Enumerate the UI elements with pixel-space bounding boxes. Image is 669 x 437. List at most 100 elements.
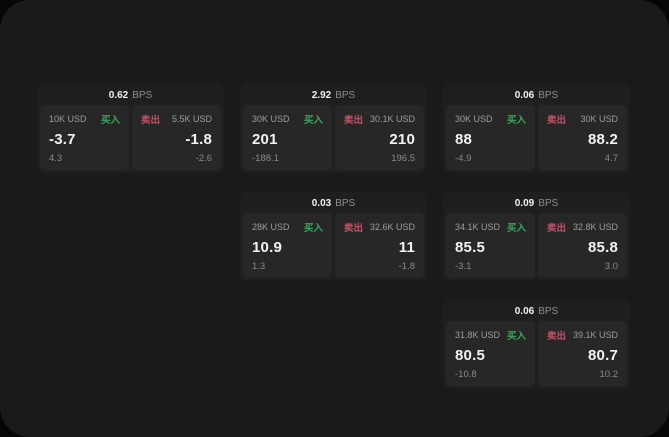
buy-sub-value: 1.3: [252, 261, 266, 272]
bps-value: 0.62: [108, 90, 129, 101]
sell-sub-value: 10.2: [599, 369, 619, 380]
quote-panels: 30K USD 买入 201 -188.1 卖出 30.1K USD 210 1…: [243, 105, 424, 170]
buy-amount: 28K USD: [252, 222, 290, 232]
sell-side-label: 卖出: [344, 115, 364, 126]
sell-price: 210: [389, 131, 415, 148]
sell-panel[interactable]: 卖出 30K USD 88.2 4.7: [538, 105, 627, 170]
sell-sub-value: 3.0: [604, 261, 618, 272]
buy-side-label: 买入: [506, 115, 526, 126]
buy-panel[interactable]: 30K USD 买入 201 -188.1: [243, 105, 332, 170]
sell-panel-header: 卖出 5.5K USD: [141, 112, 212, 126]
quote-panels: 31.8K USD 买入 80.5 -10.8 卖出 39.1K USD 80.…: [446, 321, 627, 386]
buy-panel[interactable]: 30K USD 买入 88 -4.9: [446, 105, 535, 170]
quote-card: 2.92 BPS 30K USD 买入 201 -188.1 卖出 30.1K …: [240, 84, 427, 173]
buy-panel[interactable]: 10K USD 买入 -3.7 4.3: [40, 105, 129, 170]
sell-side-label: 卖出: [547, 115, 567, 126]
sell-panel-header: 卖出 32.8K USD: [547, 220, 618, 234]
bps-value: 2.92: [311, 90, 332, 101]
buy-sub-value: -3.1: [455, 261, 472, 272]
buy-price: 85.5: [455, 239, 485, 256]
buy-price: 201: [252, 131, 278, 148]
buy-panel-header: 34.1K USD 买入: [455, 220, 526, 234]
quote-card: 0.09 BPS 34.1K USD 买入 85.5 -3.1 卖出 32.8K…: [443, 192, 630, 281]
buy-sub-value: -4.9: [455, 153, 472, 164]
bps-unit-label: BPS: [538, 306, 559, 317]
quote-panels: 28K USD 买入 10.9 1.3 卖出 32.6K USD 11 -1.8: [243, 213, 424, 278]
quote-panels: 34.1K USD 买入 85.5 -3.1 卖出 32.8K USD 85.8…: [446, 213, 627, 278]
buy-sub-value: -188.1: [252, 153, 279, 164]
buy-side-label: 买入: [506, 331, 526, 342]
sell-panel[interactable]: 卖出 32.6K USD 11 -1.8: [335, 213, 424, 278]
sell-price: 85.8: [588, 239, 618, 256]
buy-panel-header: 31.8K USD 买入: [455, 328, 526, 342]
sell-panel[interactable]: 卖出 5.5K USD -1.8 -2.6: [132, 105, 221, 170]
sell-amount: 5.5K USD: [171, 114, 212, 124]
bps-unit-label: BPS: [538, 90, 559, 101]
bps-unit-label: BPS: [335, 90, 356, 101]
sell-sub-value: 4.7: [604, 153, 618, 164]
sell-price: -1.8: [185, 131, 212, 148]
sell-amount: 32.8K USD: [572, 222, 618, 232]
buy-amount: 10K USD: [49, 114, 87, 124]
buy-sub-value: -10.8: [455, 369, 477, 380]
bps-unit-label: BPS: [538, 198, 559, 209]
buy-panel[interactable]: 31.8K USD 买入 80.5 -10.8: [446, 321, 535, 386]
sell-panel-header: 卖出 39.1K USD: [547, 328, 618, 342]
sell-sub-value: -2.6: [195, 153, 212, 164]
bps-header: 2.92 BPS: [243, 87, 424, 105]
bps-header: 0.03 BPS: [243, 195, 424, 213]
buy-side-label: 买入: [506, 223, 526, 234]
buy-price: 80.5: [455, 347, 485, 364]
bps-header: 0.09 BPS: [446, 195, 627, 213]
sell-amount: 39.1K USD: [572, 330, 618, 340]
buy-side-label: 买入: [100, 115, 120, 126]
quote-card: 0.06 BPS 31.8K USD 买入 80.5 -10.8 卖出 39.1…: [443, 300, 630, 389]
buy-panel[interactable]: 28K USD 买入 10.9 1.3: [243, 213, 332, 278]
buy-panel-header: 30K USD 买入: [252, 112, 323, 126]
bps-value: 0.06: [514, 90, 535, 101]
sell-amount: 30.1K USD: [369, 114, 415, 124]
buy-sub-value: 4.3: [49, 153, 63, 164]
sell-price: 11: [398, 239, 415, 256]
sell-side-label: 卖出: [141, 115, 161, 126]
bps-header: 0.62 BPS: [40, 87, 221, 105]
quote-panels: 30K USD 买入 88 -4.9 卖出 30K USD 88.2 4.7: [446, 105, 627, 170]
buy-panel-header: 30K USD 买入: [455, 112, 526, 126]
buy-panel-header: 10K USD 买入: [49, 112, 120, 126]
bps-unit-label: BPS: [335, 198, 356, 209]
buy-panel[interactable]: 34.1K USD 买入 85.5 -3.1: [446, 213, 535, 278]
buy-price: 88: [455, 131, 473, 148]
sell-side-label: 卖出: [547, 223, 567, 234]
sell-side-label: 卖出: [547, 331, 567, 342]
bps-value: 0.03: [311, 198, 332, 209]
sell-panel[interactable]: 卖出 30.1K USD 210 196.5: [335, 105, 424, 170]
sell-price: 88.2: [588, 131, 618, 148]
sell-side-label: 卖出: [344, 223, 364, 234]
buy-side-label: 买入: [303, 115, 323, 126]
buy-panel-header: 28K USD 买入: [252, 220, 323, 234]
quote-panels: 10K USD 买入 -3.7 4.3 卖出 5.5K USD -1.8 -2.…: [40, 105, 221, 170]
buy-amount: 30K USD: [252, 114, 290, 124]
sell-panel[interactable]: 卖出 39.1K USD 80.7 10.2: [538, 321, 627, 386]
sell-sub-value: -1.8: [398, 261, 415, 272]
sell-panel[interactable]: 卖出 32.8K USD 85.8 3.0: [538, 213, 627, 278]
bps-value: 0.06: [514, 306, 535, 317]
quote-card: 0.03 BPS 28K USD 买入 10.9 1.3 卖出 32.6K US…: [240, 192, 427, 281]
sell-panel-header: 卖出 32.6K USD: [344, 220, 415, 234]
buy-side-label: 买入: [303, 223, 323, 234]
quote-card: 0.06 BPS 30K USD 买入 88 -4.9 卖出 30K USD: [443, 84, 630, 173]
quote-card-grid: 0.62 BPS 10K USD 买入 -3.7 4.3 卖出 5.5K USD: [37, 84, 630, 389]
buy-amount: 34.1K USD: [455, 222, 501, 232]
sell-sub-value: 196.5: [391, 153, 415, 164]
sell-price: 80.7: [588, 347, 618, 364]
bps-value: 0.09: [514, 198, 535, 209]
buy-price: -3.7: [49, 131, 76, 148]
bps-header: 0.06 BPS: [446, 303, 627, 321]
buy-amount: 31.8K USD: [455, 330, 501, 340]
sell-panel-header: 卖出 30K USD: [547, 112, 618, 126]
sell-amount: 32.6K USD: [369, 222, 415, 232]
quote-card: 0.62 BPS 10K USD 买入 -3.7 4.3 卖出 5.5K USD: [37, 84, 224, 173]
sell-panel-header: 卖出 30.1K USD: [344, 112, 415, 126]
buy-amount: 30K USD: [455, 114, 493, 124]
